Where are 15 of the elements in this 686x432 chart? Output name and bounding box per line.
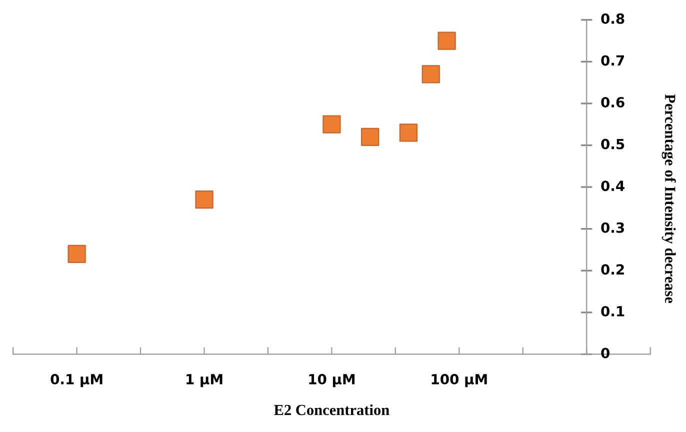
y-axis-title: Percentage of Intensity decrease: [662, 94, 676, 304]
y-tick-label: 0.5: [601, 138, 624, 150]
y-tick-label: 0.2: [601, 264, 624, 275]
y-tick-label: 0.1: [601, 306, 624, 316]
x-tick-label: 10 µM: [309, 374, 355, 388]
x-tick-label: 100 µM: [432, 374, 487, 388]
y-tick-label: 0.7: [601, 55, 624, 66]
y-tick-label: 0.6: [601, 96, 624, 108]
y-tick-label: 0.8: [601, 13, 624, 24]
y-tick-label: 0: [601, 348, 610, 358]
x-tick-label: 1 µM: [186, 374, 222, 388]
y-tick-label: 0.3: [601, 222, 624, 233]
x-axis-title: E2 Concentration: [274, 404, 390, 416]
x-tick-label: 0.1 µM: [50, 374, 102, 388]
y-tick-label: 0.4: [601, 180, 624, 192]
